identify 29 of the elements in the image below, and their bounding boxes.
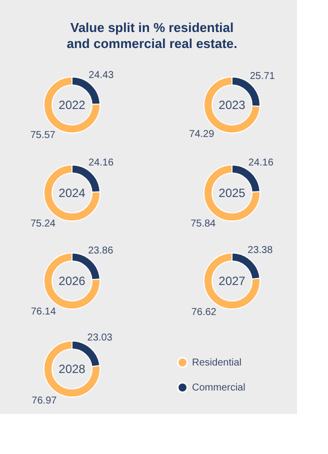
data-label: 74.29 <box>189 129 215 140</box>
data-label: 24.43 <box>88 70 114 81</box>
data-label: 23.03 <box>87 332 113 344</box>
data-label: 24.16 <box>248 158 274 169</box>
data-label: 24.16 <box>88 158 114 169</box>
text: 2028 <box>58 362 86 376</box>
data-label: 75.84 <box>190 218 216 230</box>
text: 2027 <box>218 274 246 288</box>
data-label: 75.57 <box>30 130 56 142</box>
donut-slice <box>204 164 260 222</box>
text: 2022 <box>58 98 86 112</box>
donut-slice <box>44 164 100 222</box>
text: 2025 <box>218 186 246 200</box>
legend-label: Residential <box>192 358 242 368</box>
text: 2026 <box>58 274 86 288</box>
text: 2023 <box>218 98 246 112</box>
data-label: 23.38 <box>248 244 274 256</box>
legend-label: Commercial <box>192 382 246 394</box>
donut-slice <box>44 252 100 310</box>
text: 2024 <box>58 186 86 200</box>
data-label: 75.24 <box>30 218 56 230</box>
data-label: 25.71 <box>250 70 276 82</box>
data-label: 76.14 <box>30 306 56 318</box>
donut-slice <box>44 340 100 398</box>
donut-slice <box>204 252 260 310</box>
text: Value split in % residential and commercial real estate. <box>66 20 238 51</box>
data-label: 76.97 <box>32 395 58 406</box>
data-label: 23.86 <box>88 245 114 256</box>
data-label: 76.62 <box>191 307 217 318</box>
